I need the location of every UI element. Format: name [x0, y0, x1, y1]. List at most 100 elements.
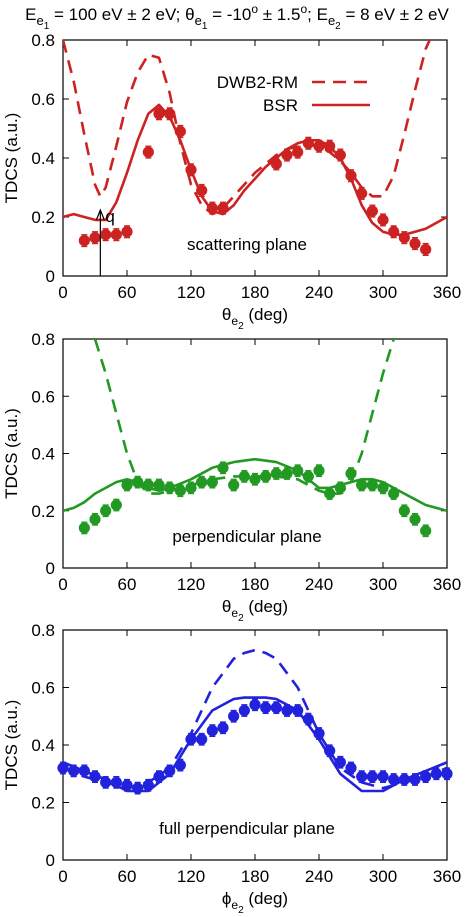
x-label-subsub: 2 — [238, 905, 244, 916]
x-label-unit: (deg) — [244, 889, 288, 908]
y-tick-label: 0.6 — [31, 90, 55, 109]
data-point — [430, 768, 442, 780]
data-point — [334, 756, 346, 768]
y-tick-label: 0.4 — [31, 149, 55, 168]
data-point — [110, 776, 122, 788]
panel-annotation: scattering plane — [187, 235, 307, 254]
x-tick-label: 0 — [58, 575, 67, 594]
data-point — [206, 476, 218, 488]
data-point — [441, 768, 453, 780]
data-point — [78, 235, 90, 247]
data-point — [68, 765, 80, 777]
data-point — [356, 771, 368, 783]
data-point — [324, 140, 336, 152]
x-label-sub: e — [231, 898, 238, 912]
data-point — [142, 146, 154, 158]
data-point — [185, 164, 197, 176]
x-tick-label: 0 — [58, 867, 67, 886]
data-point — [398, 773, 410, 786]
x-tick-label: 180 — [241, 283, 269, 302]
header-superscript: o — [300, 2, 308, 16]
y-tick-label: 0 — [46, 559, 55, 578]
data-point — [174, 485, 186, 497]
y-axis-label: TDCS (a.u.) — [2, 113, 21, 204]
header-text: = 8 eV ± 2 eV — [340, 5, 449, 24]
data-point — [313, 727, 325, 740]
data-point — [78, 765, 90, 777]
panel-3: 0 60 120 180 240 300 360 0 0.2 0.4 0.6 0.8 TDCS (a.u… — [2, 621, 461, 916]
x-tick-label: 360 — [433, 575, 461, 594]
y-tick-label: 0.4 — [31, 736, 55, 755]
x-tick-label: 120 — [177, 575, 205, 594]
y-tick-label: 0.8 — [31, 621, 55, 640]
data-point — [409, 773, 421, 786]
data-point — [121, 779, 133, 791]
curves — [63, 40, 447, 236]
data-point — [398, 232, 410, 244]
header-subsubscript: 2 — [335, 21, 341, 32]
x-label-sub: e — [231, 606, 238, 620]
data-point — [377, 771, 389, 783]
y-tick-label: 0 — [46, 851, 55, 870]
curves — [63, 648, 447, 793]
data-point — [334, 149, 346, 161]
data-point — [57, 762, 69, 774]
data-point — [398, 505, 410, 517]
data-point — [238, 470, 250, 482]
data-point — [132, 782, 144, 794]
chart-header: Ee1 = 100 eV ± 2 eV; θe1 = -10o ± 1.5o; … — [0, 2, 474, 32]
x-tick-label: 180 — [241, 575, 269, 594]
data-point — [260, 702, 272, 714]
x-tick-label: 60 — [118, 575, 137, 594]
header-text: = 100 eV ± 2 eV; θ — [49, 5, 195, 24]
data-point — [228, 710, 240, 722]
data-point — [89, 513, 101, 525]
data-point — [420, 771, 432, 783]
data-point — [270, 702, 282, 714]
x-axis-label: θe2 (deg) — [222, 305, 288, 332]
data-point — [313, 140, 325, 152]
data-point — [366, 479, 378, 491]
data-point — [78, 522, 90, 534]
header-subscript: e — [36, 13, 44, 28]
data-point — [388, 773, 400, 786]
data-point — [89, 771, 101, 783]
data-point — [153, 108, 165, 120]
dashed-series — [63, 648, 447, 790]
header-text: ± 1.5 — [258, 5, 301, 24]
data-point — [377, 214, 389, 226]
data-points — [78, 461, 432, 538]
data-point — [388, 226, 400, 238]
x-tick-label: 360 — [433, 283, 461, 302]
panel-1: 0 60 120 180 240 300 360 0 0.2 0.4 0.6 0.8 TDCS (a.u… — [2, 31, 461, 332]
q-arrow-head — [95, 208, 105, 221]
data-point — [217, 462, 229, 474]
x-label-unit: (deg) — [244, 597, 288, 616]
data-point — [334, 482, 346, 494]
x-tick-label: 120 — [177, 867, 205, 886]
data-point — [345, 467, 357, 480]
x-label-subsub: 2 — [238, 321, 244, 332]
x-tick-label: 0 — [58, 283, 67, 302]
x-tick-label: 240 — [305, 575, 333, 594]
header-subsubscript: 1 — [201, 21, 208, 32]
data-point — [174, 125, 186, 138]
header-text: ; E — [307, 5, 328, 24]
data-point — [217, 722, 229, 734]
panel-annotation: full perpendicular plane — [159, 819, 335, 838]
data-point — [174, 759, 186, 771]
data-points — [57, 698, 453, 795]
x-label-symbol: θ — [222, 597, 231, 616]
data-point — [366, 771, 378, 783]
y-axis-label: TDCS (a.u.) — [2, 408, 21, 499]
data-point — [356, 479, 368, 491]
data-point — [185, 733, 197, 745]
panel-2: 0 60 120 180 240 300 360 0 0.2 0.4 0.6 0.8 TDCS (a.u… — [2, 330, 461, 624]
data-point — [132, 476, 144, 488]
data-point — [142, 479, 154, 491]
data-point — [100, 776, 112, 788]
data-point — [292, 704, 304, 717]
data-point — [249, 473, 261, 485]
panel-annotation: perpendicular plane — [172, 527, 321, 546]
y-tick-label: 0.4 — [31, 445, 55, 464]
